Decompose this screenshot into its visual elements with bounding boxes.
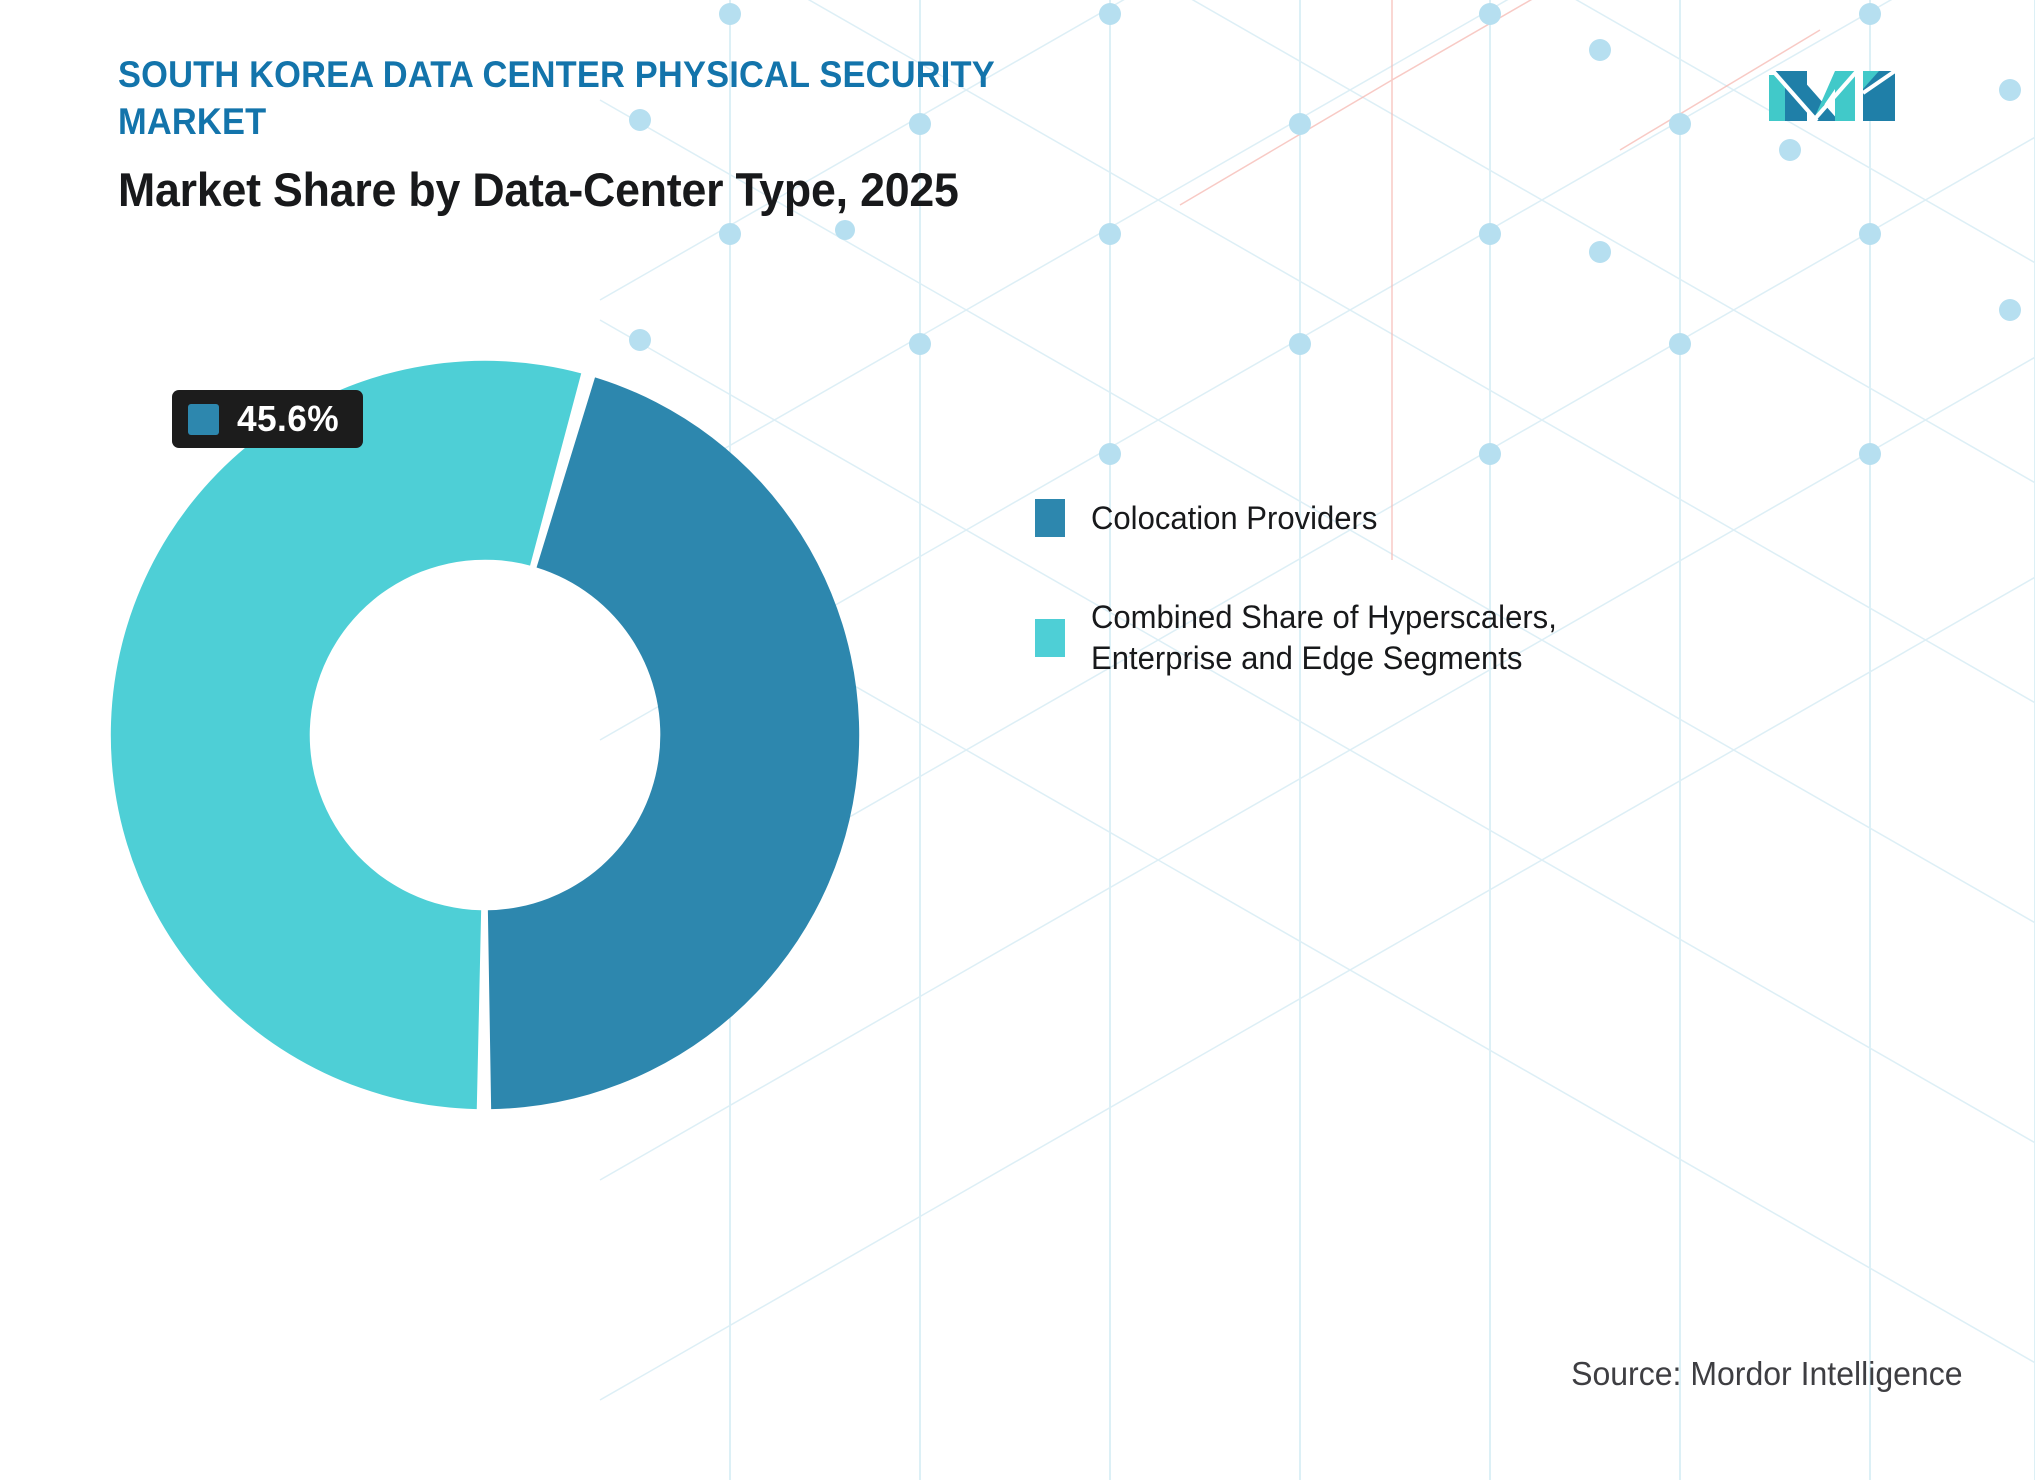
data-label-swatch-icon [188, 403, 219, 435]
mordor-intelligence-logo [1769, 69, 1897, 123]
data-label-value: 45.6% [237, 398, 339, 439]
chart-title: Market Share by Data-Center Type, 2025 [118, 162, 959, 216]
legend-label: Colocation Providers [1091, 500, 1378, 536]
chart-header: SOUTH KOREA DATA CENTER PHYSICAL SECURIT… [118, 52, 1318, 217]
legend-item-combined-share[interactable]: Combined Share of Hyperscalers, Enterpri… [1035, 597, 1755, 679]
chart-legend: Colocation Providers Combined Share of H… [1035, 498, 1755, 679]
legend-swatch-icon [1035, 499, 1065, 538]
donut-chart [80, 330, 890, 1140]
source-attribution: Source: Mordor Intelligence [1571, 1355, 1963, 1392]
legend-label: Combined Share of Hyperscalers, Enterpri… [1091, 598, 1557, 676]
data-label-colocation: 45.6% [172, 390, 364, 448]
legend-item-colocation-providers[interactable]: Colocation Providers [1035, 498, 1755, 539]
pie-slice-combined-share[interactable] [110, 360, 582, 1110]
donut-chart-svg [110, 360, 860, 1110]
legend-swatch-icon [1035, 618, 1065, 657]
market-name-title: SOUTH KOREA DATA CENTER PHYSICAL SECURIT… [118, 54, 995, 142]
